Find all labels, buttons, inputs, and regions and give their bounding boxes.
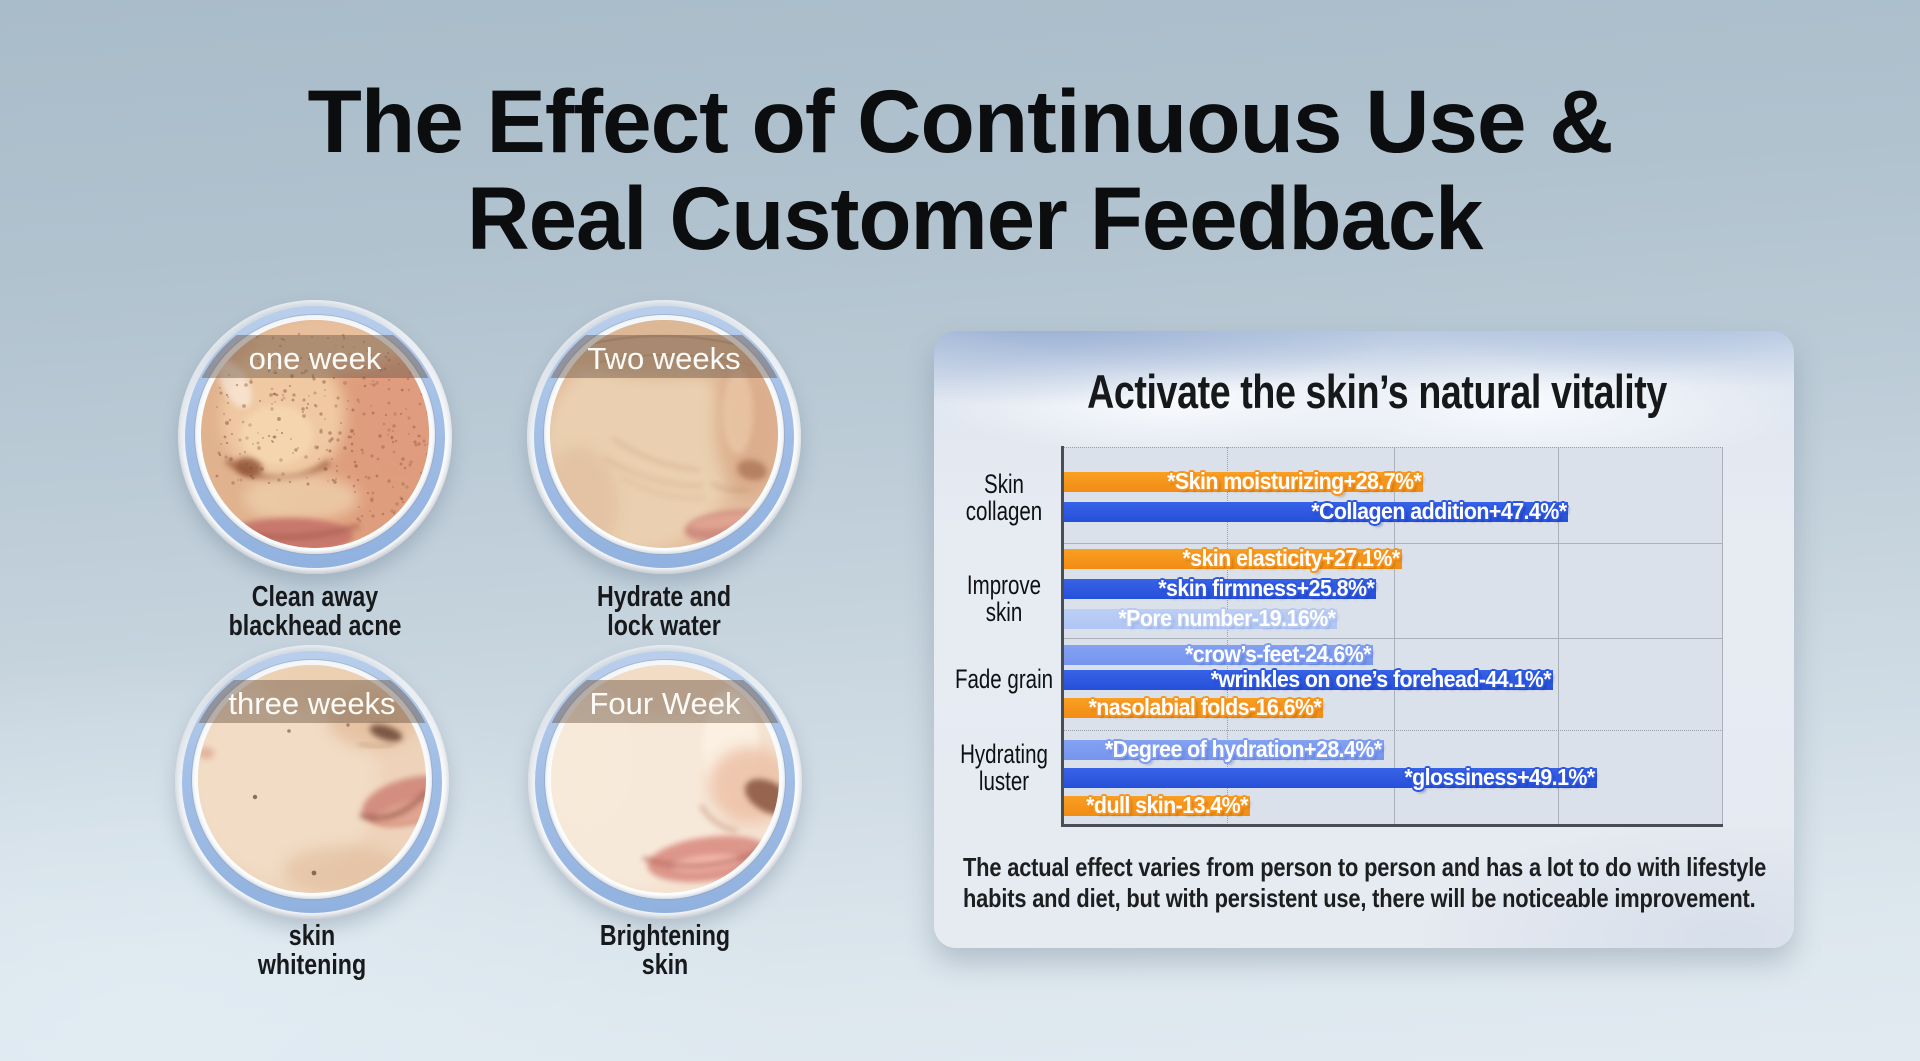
svg-text:Four Week: Four Week [589,686,741,721]
svg-text:Two weeks: Two weeks [587,341,740,376]
svg-text:three weeks: three weeks [228,686,395,721]
svg-text:one week: one week [249,341,382,376]
